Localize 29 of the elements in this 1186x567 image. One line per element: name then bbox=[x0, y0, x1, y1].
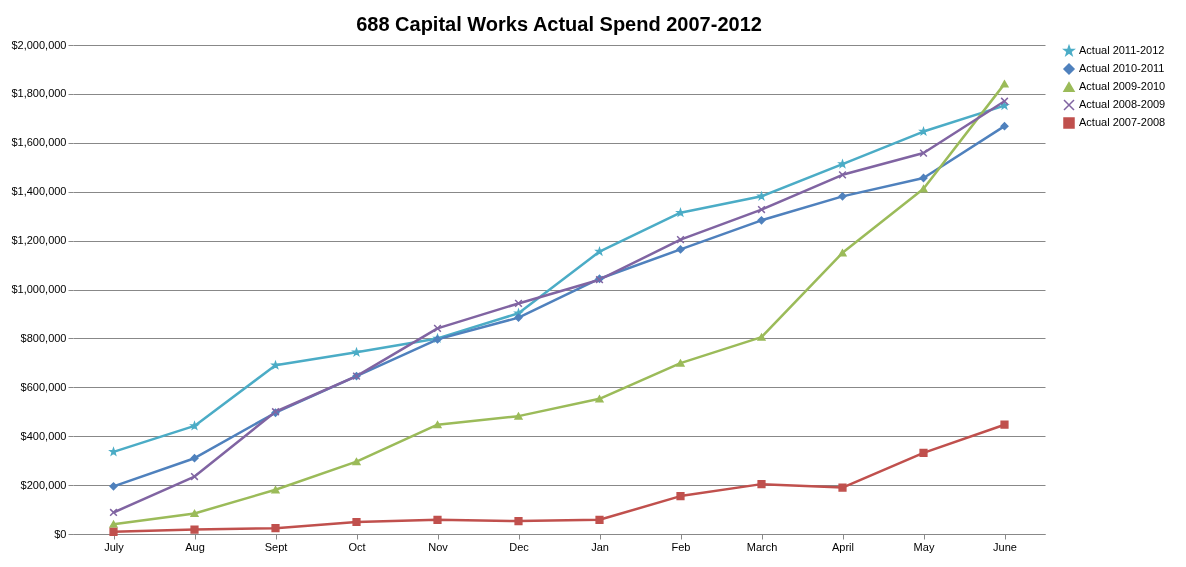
y-tick-label: $1,800,000 bbox=[11, 87, 67, 100]
legend-label: Actual 2011-2012 bbox=[1079, 44, 1165, 56]
x-tick-label: May bbox=[913, 540, 935, 553]
x-tick-label: Dec bbox=[509, 540, 530, 553]
x-tick-label: Oct bbox=[348, 540, 366, 553]
x-tick-label: Sept bbox=[264, 540, 288, 553]
y-tick-label: $800,000 bbox=[20, 331, 67, 344]
y-tick-label: $600,000 bbox=[20, 380, 67, 393]
y-tick-label: $200,000 bbox=[20, 478, 67, 491]
y-tick-label: $1,400,000 bbox=[11, 185, 67, 198]
legend-label: Actual 2010-2011 bbox=[1079, 62, 1165, 74]
x-tick-label: Jan bbox=[591, 540, 609, 553]
y-tick-label: $1,200,000 bbox=[11, 234, 67, 247]
y-tick-label: $1,600,000 bbox=[11, 136, 67, 149]
x-tick-label: July bbox=[104, 540, 125, 553]
x-tick-label: June bbox=[993, 540, 1017, 553]
y-tick-label: $0 bbox=[54, 527, 67, 540]
y-tick-label: $2,000,000 bbox=[11, 38, 67, 51]
legend-label: Actual 2009-2010 bbox=[1079, 80, 1166, 92]
x-tick-label: Nov bbox=[428, 540, 449, 553]
x-tick-label: March bbox=[746, 540, 778, 553]
legend-label: Actual 2007-2008 bbox=[1079, 116, 1166, 128]
x-tick-label: Feb bbox=[671, 540, 691, 553]
x-tick-label: Aug bbox=[185, 540, 205, 553]
legend-label: Actual 2008-2009 bbox=[1079, 98, 1166, 110]
y-tick-label: $1,000,000 bbox=[11, 283, 67, 295]
chart-title: 688 Capital Works Actual Spend 2007-2012 bbox=[356, 13, 762, 35]
y-tick-label: $400,000 bbox=[20, 429, 67, 442]
x-tick-label: April bbox=[831, 540, 855, 553]
